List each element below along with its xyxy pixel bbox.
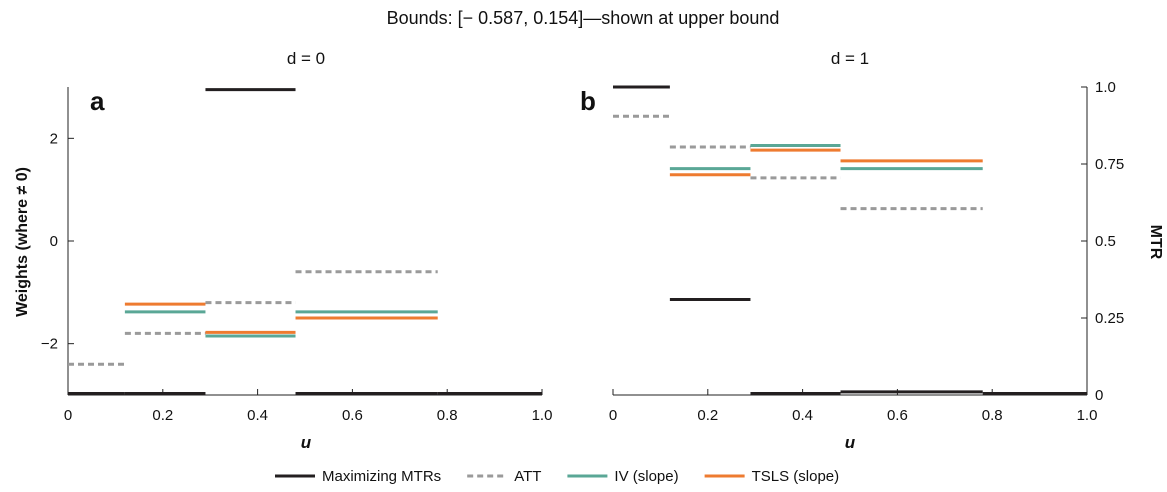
panel-a-title: d = 0 (287, 49, 325, 68)
panel-a: d = 0 a Weights (where ≠ 0) u 0 0.2 0.4 0.6… (14, 49, 552, 452)
panel-a-xlabel: u (301, 433, 312, 452)
panel-a-x-tick-label: 0.8 (437, 407, 458, 424)
legend-label-iv: IV (slope) (614, 468, 678, 485)
panel-a-x-tick-label: 0.4 (247, 407, 268, 424)
legend-label-att: ATT (514, 468, 541, 485)
panel-b-ylabel: MTR (1147, 225, 1164, 260)
panel-b-xlabel: u (845, 433, 856, 452)
panel-b: d = 1 b MTR u 0 0.2 0.4 0.6 0.8 1.0 1.0 0.75 0.5… (580, 49, 1164, 452)
panel-b-x-tick-label: 0.8 (982, 407, 1003, 424)
panel-b-title: d = 1 (831, 49, 869, 68)
panel-b-axes: 0 0.2 0.4 0.6 0.8 1.0 1.0 0.75 0.5 0.25 0 (609, 79, 1124, 424)
panel-b-x-tick-label: 0.2 (697, 407, 718, 424)
panel-a-x-tick-label: 0 (64, 407, 72, 424)
figure-title: Bounds: [− 0.587, 0.154]—shown at upper … (387, 8, 780, 28)
panel-b-x-tick-label: 0 (609, 407, 617, 424)
panel-a-x-tick-label: 0.2 (152, 407, 173, 424)
panel-a-axes: 0 0.2 0.4 0.6 0.8 1.0 2 0 −2 (41, 87, 553, 424)
panel-b-y-tick-label: 0 (1095, 387, 1103, 404)
panel-a-y-tick-label: 0 (50, 233, 58, 250)
panel-b-y-tick-label: 1.0 (1095, 79, 1116, 96)
panel-b-label: b (580, 86, 596, 116)
panel-a-x-tick-label: 1.0 (532, 407, 553, 424)
panel-b-x-tick-label: 1.0 (1077, 407, 1098, 424)
legend-label-mtr: Maximizing MTRs (322, 468, 441, 485)
panel-b-y-tick-label: 0.75 (1095, 156, 1124, 173)
legend-label-tsls: TSLS (slope) (752, 468, 840, 485)
panel-a-ylabel: Weights (where ≠ 0) (14, 167, 31, 317)
panel-a-y-tick-label: 2 (50, 130, 58, 147)
panel-b-x-tick-label: 0.4 (792, 407, 813, 424)
panel-a-x-tick-label: 0.6 (342, 407, 363, 424)
panel-b-marks (613, 85, 1087, 395)
panel-a-y-tick-label: −2 (41, 336, 58, 353)
panel-b-y-tick-label: 0.5 (1095, 233, 1116, 250)
legend: Maximizing MTRs ATT IV (slope) TSLS (slope) (275, 468, 839, 485)
panel-a-marks (68, 88, 542, 395)
panel-a-label: a (90, 86, 105, 116)
panel-b-x-tick-label: 0.6 (887, 407, 908, 424)
panel-b-y-tick-label: 0.25 (1095, 310, 1124, 327)
